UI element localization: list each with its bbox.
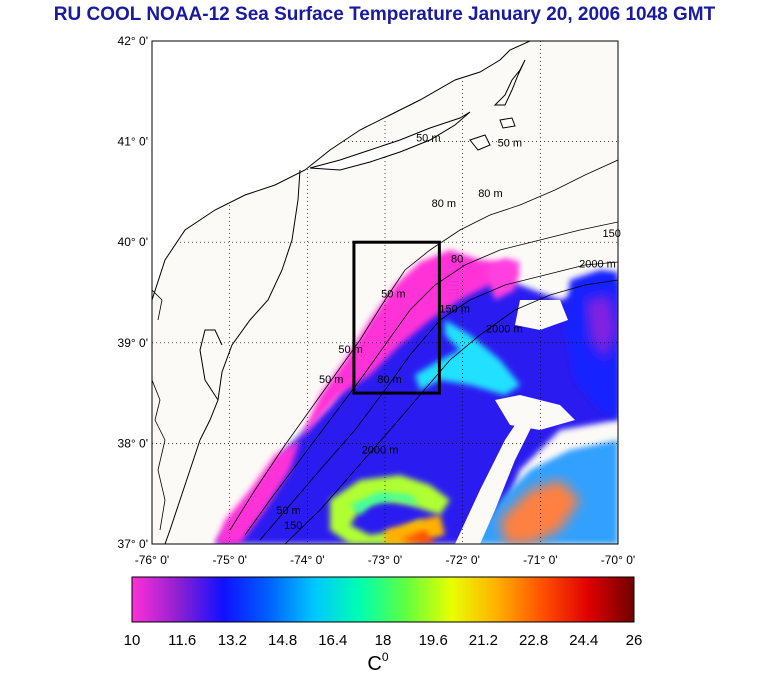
map-title: RU COOL NOAA-12 Sea Surface Temperature … xyxy=(53,4,716,25)
lon-label: -70° 0' xyxy=(601,553,635,567)
colorbar-tick-label: 21.2 xyxy=(469,632,498,649)
contour-label: 50 m xyxy=(416,133,440,145)
contour-label: 150 xyxy=(602,228,620,240)
lat-label: 39° 0' xyxy=(118,336,148,350)
lon-label: -73° 0' xyxy=(368,553,402,567)
colorbar-tick-label: 13.2 xyxy=(218,632,247,649)
contour-label: 150 xyxy=(284,520,302,532)
contour-label: 80 m xyxy=(432,198,456,210)
coastline xyxy=(152,41,531,544)
contour-label: 80 m xyxy=(478,188,502,200)
colorbar-unit: C0 xyxy=(367,650,388,675)
lon-label: -75° 0' xyxy=(212,553,246,567)
lon-label: -74° 0' xyxy=(290,553,324,567)
lat-label: 42° 0' xyxy=(118,34,148,48)
lat-label: 40° 0' xyxy=(118,235,148,249)
lat-label: 38° 0' xyxy=(118,436,148,450)
colorbar-unit-base: C xyxy=(367,653,381,675)
lat-label: 37° 0' xyxy=(118,537,148,551)
contour-label: 50 m xyxy=(498,138,522,150)
contour-label: 2000 m xyxy=(579,258,616,270)
contour-label: 50 m xyxy=(276,505,300,517)
lon-label: -71° 0' xyxy=(523,553,557,567)
contour-label: 150 m xyxy=(439,304,470,316)
contour-label: 2000 m xyxy=(362,444,399,456)
contour-label: 80 xyxy=(451,253,463,265)
lon-label: -76° 0' xyxy=(135,553,169,567)
contour-label: 50 m xyxy=(319,374,343,386)
contour-label: 80 m xyxy=(377,374,401,386)
study-area-box xyxy=(352,240,441,395)
contour-label: 50 m xyxy=(338,344,362,356)
colorbar-tick-label: 14.8 xyxy=(268,632,297,649)
contour-labels: 50 m 50 m 80 m 80 m 150 2000 m 80 50 m 150 m 2000… xyxy=(276,133,621,532)
colorbar-tick-label: 22.8 xyxy=(519,632,548,649)
bathymetry-contours xyxy=(229,159,618,544)
colorbar-ticks: 10 11.6 13.2 14.8 16.4 18 19.6 21.2 22.8 24.4 26 xyxy=(124,632,643,649)
colorbar-tick-label: 11.6 xyxy=(168,632,196,649)
colorbar-unit-sup: 0 xyxy=(382,650,389,664)
latitude-labels: 37° 0' 38° 0' 39° 0' 40° 0' 41° 0' 42° 0' xyxy=(118,34,148,551)
longitude-labels: -76° 0' -75° 0' -74° 0' -73° 0' -72° 0' -71° … xyxy=(135,553,635,567)
colorbar-tick-label: 26 xyxy=(626,632,643,649)
colorbar xyxy=(131,576,635,623)
colorbar-tick-label: 16.4 xyxy=(318,632,347,649)
colorbar-tick-label: 10 xyxy=(124,632,141,649)
colorbar-tick-label: 18 xyxy=(375,632,392,649)
colorbar-tick-label: 19.6 xyxy=(419,632,448,649)
lon-label: -72° 0' xyxy=(445,553,479,567)
lat-label: 41° 0' xyxy=(118,135,148,149)
contour-label: 50 m xyxy=(381,289,405,301)
contour-label: 2000 m xyxy=(486,324,523,336)
map-frame xyxy=(151,40,619,545)
colorbar-tick-label: 24.4 xyxy=(569,632,598,649)
